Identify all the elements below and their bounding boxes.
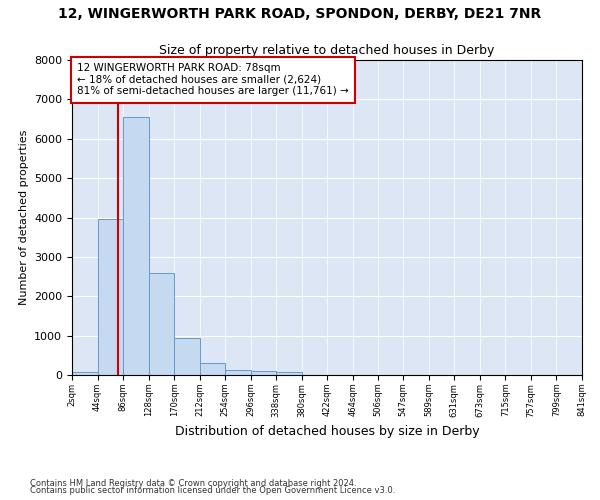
Y-axis label: Number of detached properties: Number of detached properties xyxy=(19,130,29,305)
Text: 12 WINGERWORTH PARK ROAD: 78sqm
← 18% of detached houses are smaller (2,624)
81%: 12 WINGERWORTH PARK ROAD: 78sqm ← 18% of… xyxy=(77,63,349,96)
Text: Contains public sector information licensed under the Open Government Licence v3: Contains public sector information licen… xyxy=(30,486,395,495)
Bar xyxy=(123,117,149,375)
Bar xyxy=(276,372,302,375)
Bar xyxy=(149,272,174,375)
Bar xyxy=(72,372,98,375)
Bar xyxy=(174,338,200,375)
Text: 12, WINGERWORTH PARK ROAD, SPONDON, DERBY, DE21 7NR: 12, WINGERWORTH PARK ROAD, SPONDON, DERB… xyxy=(58,8,542,22)
Bar xyxy=(225,370,251,375)
Title: Size of property relative to detached houses in Derby: Size of property relative to detached ho… xyxy=(160,44,494,58)
Bar xyxy=(98,219,123,375)
Bar xyxy=(200,363,225,375)
Bar xyxy=(251,370,276,375)
X-axis label: Distribution of detached houses by size in Derby: Distribution of detached houses by size … xyxy=(175,425,479,438)
Text: Contains HM Land Registry data © Crown copyright and database right 2024.: Contains HM Land Registry data © Crown c… xyxy=(30,478,356,488)
